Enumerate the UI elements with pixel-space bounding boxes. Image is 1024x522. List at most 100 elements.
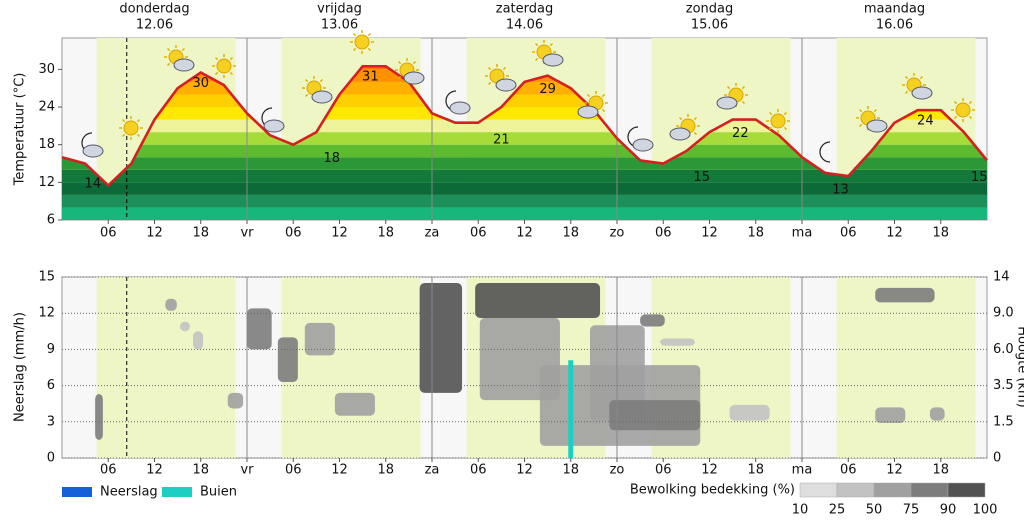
sun-ray xyxy=(367,47,372,52)
sun-ray xyxy=(693,116,698,121)
cloud-icon xyxy=(911,86,933,100)
sun-ray xyxy=(549,42,554,47)
sun-ray xyxy=(304,78,309,83)
cloud-icon xyxy=(632,138,654,152)
sun-ray xyxy=(121,118,126,123)
x-tick-label: 18 xyxy=(377,463,394,478)
extreme-label: 31 xyxy=(362,70,379,85)
y-tick-label: 0 xyxy=(47,451,55,466)
x-tick-label: 18 xyxy=(562,463,579,478)
precip-bar xyxy=(568,360,574,458)
sun-ray xyxy=(741,100,746,105)
extreme-label: 18 xyxy=(324,151,341,166)
cloud-cover-area xyxy=(95,394,103,440)
cloud-legend-title: Bewolking bedekking (%) xyxy=(630,483,795,498)
y2-tick-label: 14 xyxy=(993,270,1010,285)
sun-ray xyxy=(229,71,234,76)
cloud-icon xyxy=(403,71,425,85)
x-tick-label: 18 xyxy=(747,226,764,241)
day-date: 15.06 xyxy=(691,18,728,33)
sun-ray xyxy=(367,32,372,37)
cloud-cover-area xyxy=(479,318,560,401)
y2-tick-label: 6.0 xyxy=(993,342,1014,357)
sun-ray xyxy=(858,108,863,113)
sun-ray xyxy=(783,111,788,116)
cloud-legend-tick: 90 xyxy=(940,503,957,518)
sun-ray xyxy=(121,133,126,138)
sun-ray xyxy=(953,115,958,120)
sun-ray xyxy=(678,116,683,121)
extreme-label: 21 xyxy=(493,132,510,147)
cloud-cover-area xyxy=(227,392,244,409)
cloud-legend-tick: 100 xyxy=(973,503,998,518)
cloud-icon xyxy=(173,58,195,72)
sun-ray xyxy=(601,108,606,113)
sun-ray xyxy=(968,115,973,120)
legend-swatch xyxy=(62,487,92,497)
sun-ray xyxy=(487,81,492,86)
cloud-icon xyxy=(263,119,285,133)
cloud-cover-area xyxy=(165,298,177,311)
sun-icon xyxy=(216,58,232,74)
x-tick-label: 06 xyxy=(100,226,117,241)
day-date: 13.06 xyxy=(321,18,358,33)
x-tick-label: za xyxy=(425,463,440,478)
temperature-line xyxy=(61,64,989,188)
day-date: 16.06 xyxy=(876,18,913,33)
sun-ray xyxy=(352,47,357,52)
cloud-legend-tick: 25 xyxy=(829,503,846,518)
y-tick-label: 6 xyxy=(47,378,55,393)
temperature-band xyxy=(62,207,987,220)
sun-ray xyxy=(601,93,606,98)
cloud-cover-area xyxy=(419,283,463,393)
sun-ray xyxy=(904,75,909,80)
x-tick-label: 12 xyxy=(331,463,348,478)
cloud-cover-area xyxy=(875,287,935,303)
sun-ray xyxy=(586,93,591,98)
temperature-band xyxy=(62,144,987,158)
sun-ray xyxy=(412,60,417,65)
cloud-legend-swatch xyxy=(873,482,912,498)
x-tick-label: 06 xyxy=(840,226,857,241)
x-tick-label: 18 xyxy=(192,463,209,478)
sun-ray xyxy=(214,56,219,61)
y2-tick-label: 9.0 xyxy=(993,306,1014,321)
extreme-label: 29 xyxy=(539,82,556,97)
sun-ray xyxy=(136,133,141,138)
cloud-icon xyxy=(866,119,888,133)
moon-icon xyxy=(819,141,831,163)
x-tick-label: za xyxy=(425,226,440,241)
sun-icon xyxy=(123,120,139,136)
y2-axis-title: Hoogte (km) xyxy=(1015,326,1024,408)
x-tick-label: ma xyxy=(792,226,813,241)
temperature-band xyxy=(62,194,987,208)
x-tick-label: 12 xyxy=(701,226,718,241)
cloud-cover-area xyxy=(247,308,272,350)
sun-ray xyxy=(768,111,773,116)
cloud-icon xyxy=(577,105,599,119)
x-tick-label: 18 xyxy=(932,463,949,478)
legend-label: Neerslag xyxy=(100,485,158,500)
y-tick-label: 12 xyxy=(38,306,55,321)
x-tick-label: 18 xyxy=(192,226,209,241)
cloud-cover-area xyxy=(729,404,770,421)
x-tick-label: 06 xyxy=(100,463,117,478)
sun-ray xyxy=(214,71,219,76)
x-tick-label: 12 xyxy=(886,226,903,241)
x-tick-label: 12 xyxy=(516,463,533,478)
x-tick-label: 18 xyxy=(747,463,764,478)
sun-ray xyxy=(487,66,492,71)
cloud-cover-area xyxy=(929,407,945,421)
cloud-cover-area xyxy=(475,283,601,319)
sun-ray xyxy=(166,62,171,67)
extreme-label: 14 xyxy=(85,176,102,191)
x-tick-label: 18 xyxy=(562,226,579,241)
sun-icon xyxy=(770,113,786,129)
x-tick-label: zo xyxy=(610,226,625,241)
cloud-icon xyxy=(311,90,333,104)
sun-ray xyxy=(968,100,973,105)
sun-ray xyxy=(304,93,309,98)
cloud-legend-tick: 10 xyxy=(792,503,809,518)
x-tick-label: 12 xyxy=(146,463,163,478)
